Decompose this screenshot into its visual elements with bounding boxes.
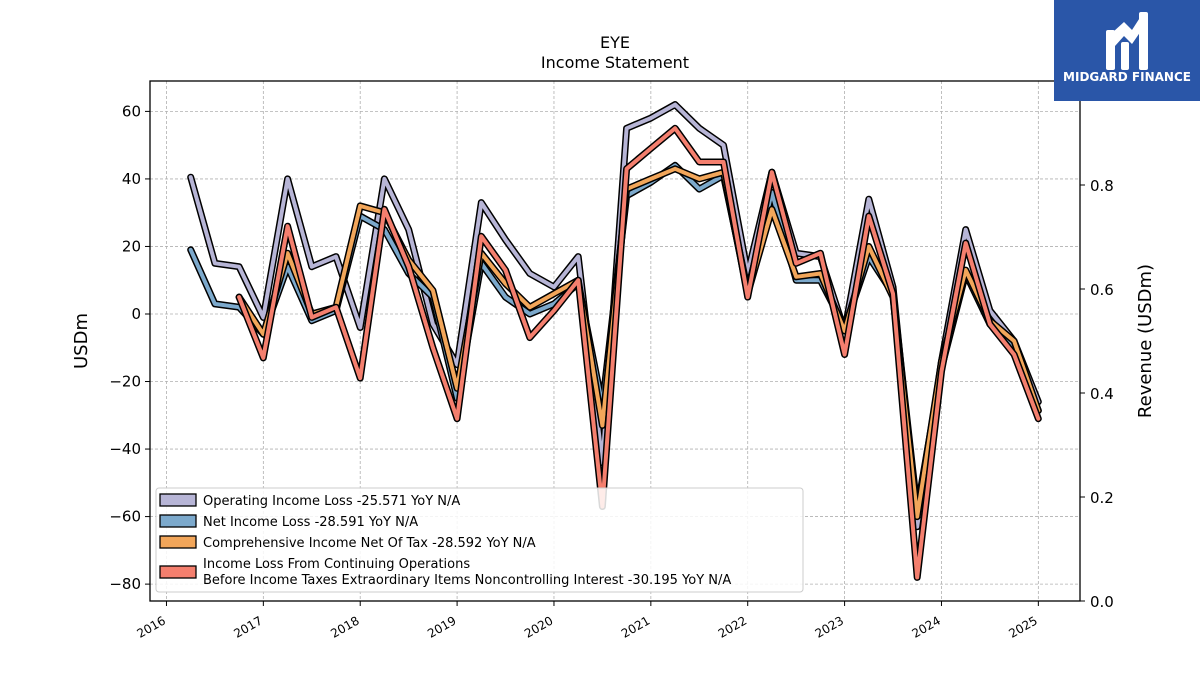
legend-swatch-continuing-operations [159,565,197,579]
legend-label-continuing-operations-line1: Income Loss From Continuing Operations [203,557,470,572]
series-layer [187,101,1042,581]
legend-label-operating-income: Operating Income Loss -25.571 YoY N/A [203,494,460,509]
y-tick-label: 0 [131,305,141,323]
legend-label-continuing-operations: Income Loss From Continuing Operations B… [203,557,731,588]
y2-tick-label: 0.2 [1090,489,1114,507]
y-tick-label: 60 [122,102,141,120]
y-axis-left-ticks: −80 −60 −40 −20 0 20 40 60 [109,102,150,593]
y2-tick-label: 0.6 [1090,281,1114,299]
series-3-line [237,126,1041,580]
y-tick-label: −20 [109,373,141,391]
legend-swatch-net-income [159,514,197,528]
chart-subtitle: Income Statement [541,53,689,72]
legend-swatch-comprehensive-income [159,535,197,549]
brand-logo: MIDGARD FINANCE [1054,0,1200,101]
y-tick-label: −40 [109,440,141,458]
plot-frame [149,80,1081,602]
legend-label-comprehensive-income: Comprehensive Income Net Of Tax -28.592 … [203,536,536,551]
y-tick-label: 40 [122,170,141,188]
y-axis-right-ticks: 0.0 0.2 0.4 0.6 0.8 [1080,177,1114,611]
y2-tick-label: 0.4 [1090,385,1114,403]
legend-swatch-operating-income [159,493,197,507]
logo-mark-icon [1106,12,1148,70]
y2-tick-label: 0.8 [1090,177,1114,195]
y2-tick-label: 0.0 [1090,593,1114,611]
y2-axis-label: Revenue (USDm) [1135,264,1156,418]
chart-title: EYE [600,33,630,52]
legend: Operating Income Loss -25.571 YoY N/A Ne… [155,487,804,593]
legend-label-continuing-operations-line2: Before Income Taxes Extraordinary Items … [203,573,731,588]
legend-box [155,487,804,593]
legend-label-net-income: Net Income Loss -28.591 YoY N/A [203,515,418,530]
y-tick-label: −60 [109,508,141,526]
logo-text: MIDGARD FINANCE [1063,70,1191,84]
y-tick-label: 20 [122,237,141,255]
y-axis-label: USDm [71,313,92,369]
y-tick-label: −80 [109,575,141,593]
